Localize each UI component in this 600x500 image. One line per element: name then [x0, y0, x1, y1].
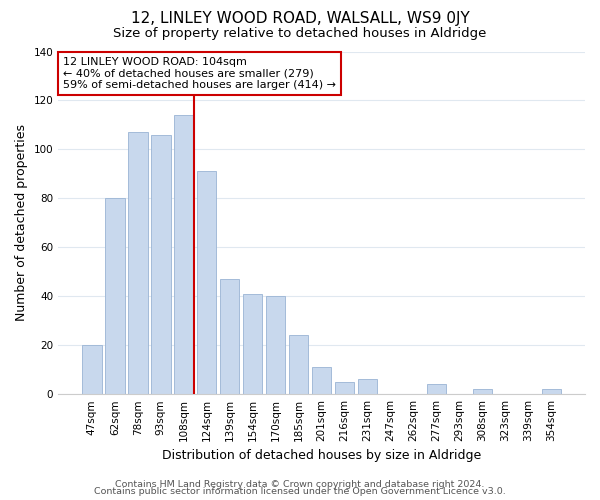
Y-axis label: Number of detached properties: Number of detached properties [15, 124, 28, 322]
Text: Contains HM Land Registry data © Crown copyright and database right 2024.: Contains HM Land Registry data © Crown c… [115, 480, 485, 489]
Bar [266, 296, 286, 394]
Bar [174, 115, 194, 394]
Bar [151, 134, 170, 394]
Text: 12, LINLEY WOOD ROAD, WALSALL, WS9 0JY: 12, LINLEY WOOD ROAD, WALSALL, WS9 0JY [131, 11, 469, 26]
Text: Size of property relative to detached houses in Aldridge: Size of property relative to detached ho… [113, 28, 487, 40]
Bar [105, 198, 125, 394]
Bar [289, 336, 308, 394]
Bar [427, 384, 446, 394]
Bar [358, 380, 377, 394]
Bar [128, 132, 148, 394]
Bar [243, 294, 262, 394]
Bar [312, 368, 331, 394]
Bar [197, 172, 217, 394]
X-axis label: Distribution of detached houses by size in Aldridge: Distribution of detached houses by size … [162, 450, 481, 462]
Bar [473, 390, 492, 394]
Bar [220, 279, 239, 394]
Bar [542, 390, 561, 394]
Text: Contains public sector information licensed under the Open Government Licence v3: Contains public sector information licen… [94, 487, 506, 496]
Text: 12 LINLEY WOOD ROAD: 104sqm
← 40% of detached houses are smaller (279)
59% of se: 12 LINLEY WOOD ROAD: 104sqm ← 40% of det… [64, 56, 337, 90]
Bar [335, 382, 355, 394]
Bar [82, 345, 101, 394]
